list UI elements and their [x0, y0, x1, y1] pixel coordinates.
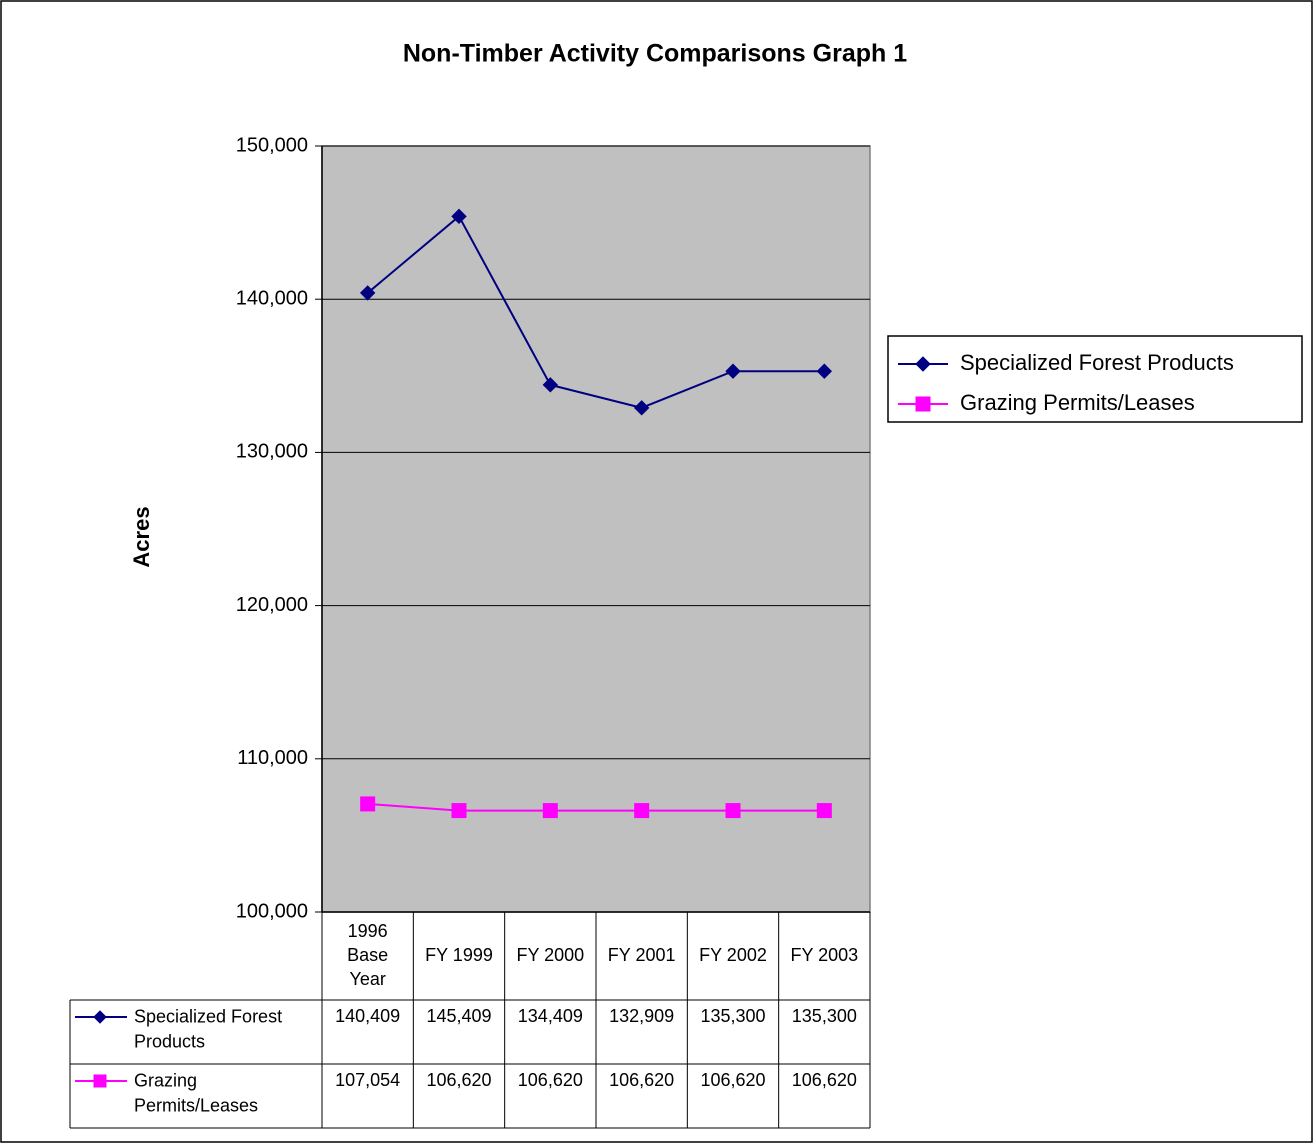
marker — [634, 803, 650, 819]
x-tick-label: FY 2000 — [516, 945, 584, 965]
marker — [725, 363, 741, 379]
legend-label: Grazing Permits/Leases — [960, 390, 1195, 415]
legend-label: Specialized Forest Products — [960, 350, 1234, 375]
marker — [816, 803, 832, 819]
x-tick-label: FY 1999 — [425, 945, 493, 965]
legend-box — [887, 335, 1303, 423]
y-tick-label: 150,000 — [236, 134, 308, 156]
table-value: 132,909 — [609, 1006, 674, 1026]
marker — [93, 1010, 107, 1024]
marker — [93, 1074, 107, 1088]
table-value: 140,409 — [335, 1006, 400, 1026]
x-tick-label: FY 2003 — [790, 945, 858, 965]
marker — [451, 208, 467, 225]
x-tick-label: FY 2001 — [608, 945, 676, 965]
marker — [915, 356, 931, 372]
table-value: 134,409 — [518, 1006, 583, 1026]
y-tick-label: 120,000 — [236, 594, 308, 616]
table-value: 106,620 — [700, 1070, 765, 1090]
series-line — [367, 802, 825, 812]
plot-area — [321, 145, 871, 913]
chart-title: Non-Timber Activity Comparisons Graph 1 — [403, 40, 907, 68]
y-tick-label: 110,000 — [237, 747, 308, 769]
table-value: 135,300 — [700, 1006, 765, 1026]
marker — [915, 396, 931, 412]
table-row-label: Specialized Forest Products — [134, 1006, 282, 1051]
table-value: 106,620 — [518, 1070, 583, 1090]
series-line — [367, 214, 825, 409]
y-tick-label: 130,000 — [236, 441, 308, 463]
marker — [359, 285, 376, 301]
table-value: 107,054 — [335, 1070, 400, 1090]
y-axis-title: Acres — [129, 506, 154, 567]
x-tick-label: FY 2002 — [699, 945, 767, 965]
table-value: 135,300 — [792, 1006, 857, 1026]
y-tick-label: 100,000 — [236, 900, 308, 922]
table-value: 145,409 — [426, 1006, 491, 1026]
marker — [542, 803, 558, 819]
table-value: 106,620 — [426, 1070, 491, 1090]
table-row-label: Grazing Permits/Leases — [134, 1070, 258, 1115]
table-value: 106,620 — [792, 1070, 857, 1090]
marker — [633, 400, 650, 416]
marker — [451, 803, 467, 819]
marker — [360, 796, 376, 812]
y-tick-label: 140,000 — [236, 287, 308, 309]
x-tick-label: 1996 Base Year — [347, 921, 388, 989]
marker — [816, 363, 833, 379]
marker — [725, 803, 741, 819]
table-value: 106,620 — [609, 1070, 674, 1090]
marker — [542, 377, 559, 393]
